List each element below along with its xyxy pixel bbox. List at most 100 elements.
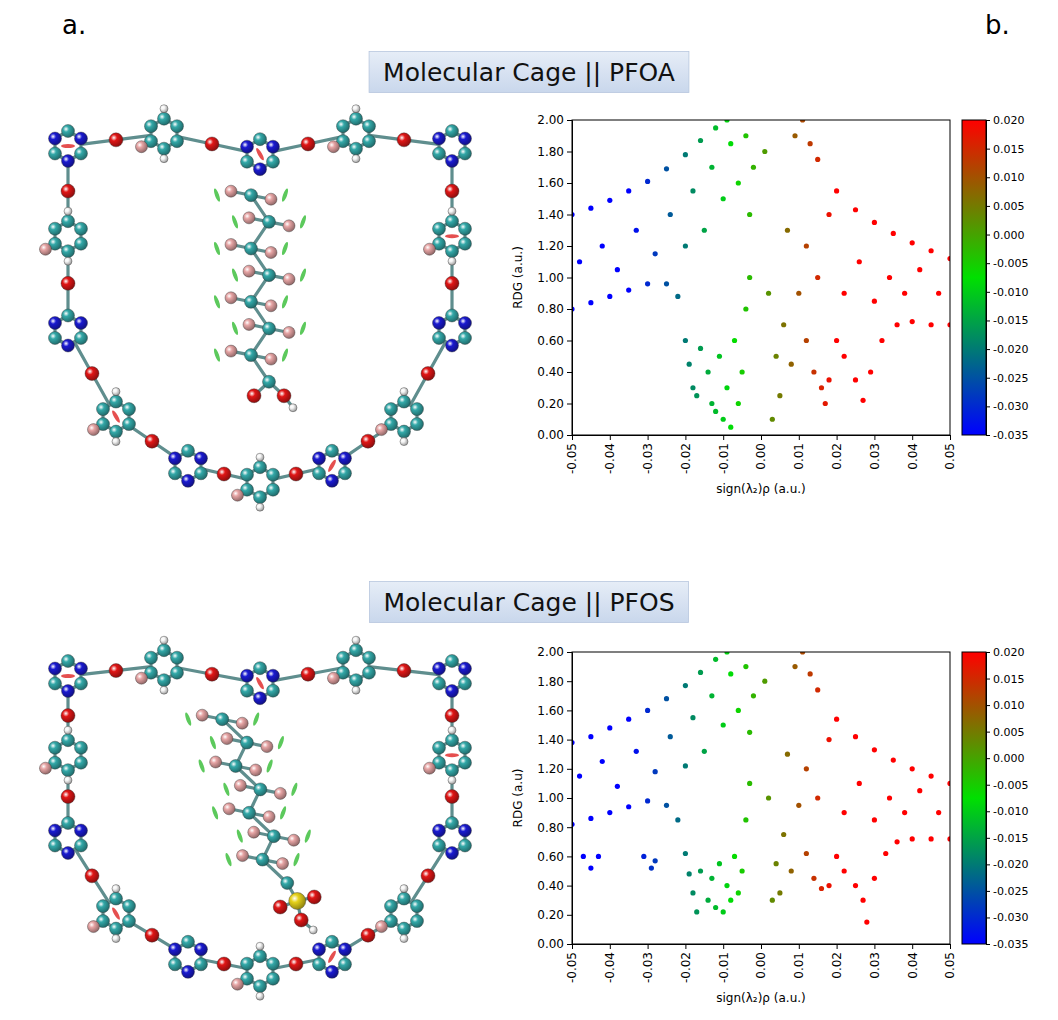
point xyxy=(857,781,862,786)
colorbar-tick-mark xyxy=(986,263,990,264)
atom xyxy=(327,141,339,153)
atom xyxy=(241,468,254,481)
point xyxy=(819,886,824,891)
atom xyxy=(362,120,375,133)
atom xyxy=(375,424,387,436)
title-background xyxy=(369,582,688,623)
point xyxy=(770,898,775,903)
point xyxy=(607,198,612,203)
point xyxy=(668,212,673,217)
point xyxy=(675,817,680,822)
point xyxy=(683,763,688,768)
colorbar-tick-mark xyxy=(986,679,990,680)
point xyxy=(770,417,775,422)
nci-blob xyxy=(281,295,290,310)
atom xyxy=(350,644,363,657)
atom xyxy=(241,684,254,697)
colorbar-tick: -0.005 xyxy=(986,257,1028,270)
point xyxy=(883,851,888,856)
point xyxy=(694,909,699,914)
atom xyxy=(446,817,459,830)
colorbar-tick-mark xyxy=(986,785,990,786)
point xyxy=(713,409,718,414)
atom xyxy=(263,375,276,388)
atom xyxy=(217,957,231,971)
x-tick-mark xyxy=(799,435,800,440)
point xyxy=(804,338,809,343)
point xyxy=(842,810,847,815)
atom xyxy=(39,762,51,774)
point xyxy=(929,774,934,779)
point xyxy=(826,377,831,382)
point xyxy=(751,693,756,698)
title-background xyxy=(369,52,689,93)
y-tick: 1.80 xyxy=(537,675,572,689)
atom xyxy=(254,163,267,176)
colorbar-tick: 0.015 xyxy=(986,143,1025,156)
atom xyxy=(254,692,267,705)
atom xyxy=(62,817,75,830)
atom xyxy=(254,950,267,963)
point xyxy=(777,890,782,895)
point xyxy=(675,294,680,299)
y-axis-title: RDG (a.u) xyxy=(511,769,525,828)
point xyxy=(687,871,692,876)
atom xyxy=(145,120,158,133)
atom xyxy=(39,243,51,255)
point xyxy=(894,839,899,844)
atom xyxy=(289,957,303,971)
atom xyxy=(448,207,456,215)
atom xyxy=(110,892,123,905)
point xyxy=(690,385,695,390)
x-tick-mark xyxy=(610,944,611,949)
x-tick-mark xyxy=(874,435,875,440)
atom xyxy=(243,318,255,330)
atom xyxy=(254,662,267,675)
y-tick: 0.20 xyxy=(537,397,572,411)
atom xyxy=(49,839,62,852)
nci-isosurfaces xyxy=(61,674,459,964)
colorbar-tick-label: -0.005 xyxy=(993,257,1028,270)
atom xyxy=(196,709,208,721)
y-tick: 1.00 xyxy=(537,791,572,805)
point xyxy=(626,804,631,809)
point xyxy=(626,188,631,193)
atom xyxy=(337,651,350,664)
atom xyxy=(229,760,242,773)
atoms xyxy=(39,636,471,1000)
bonds xyxy=(45,640,465,996)
atom xyxy=(446,685,459,698)
atom xyxy=(122,418,135,431)
atom xyxy=(433,222,446,235)
atom xyxy=(423,762,435,774)
colorbar-tick-mark xyxy=(986,838,990,839)
point xyxy=(588,206,593,211)
atom xyxy=(266,669,279,682)
point xyxy=(872,747,877,752)
point xyxy=(936,291,941,296)
atom xyxy=(256,992,264,1000)
atom xyxy=(74,839,87,852)
atom xyxy=(446,764,459,777)
nci-blob xyxy=(327,950,337,964)
atom xyxy=(62,155,75,168)
colorbar-tick-mark xyxy=(986,944,990,945)
point xyxy=(596,854,601,859)
chart-title: Molecular Cage || PFOS xyxy=(383,588,674,617)
x-tick: -0.05 xyxy=(565,435,579,474)
atom xyxy=(289,467,303,481)
nci-blob xyxy=(279,806,288,821)
point xyxy=(789,362,794,367)
point xyxy=(698,138,703,143)
atom xyxy=(241,140,254,153)
atom xyxy=(313,943,326,956)
y-tick-label: 1.60 xyxy=(537,176,564,190)
colorbar-tick-mark xyxy=(986,149,990,150)
colorbar-tick: -0.035 xyxy=(986,938,1028,951)
atom xyxy=(266,140,279,153)
point xyxy=(687,362,692,367)
y-tick-label: 2.00 xyxy=(537,645,564,659)
atom xyxy=(326,965,339,978)
nci-blob xyxy=(281,348,290,363)
x-tick: 0.01 xyxy=(792,944,806,979)
